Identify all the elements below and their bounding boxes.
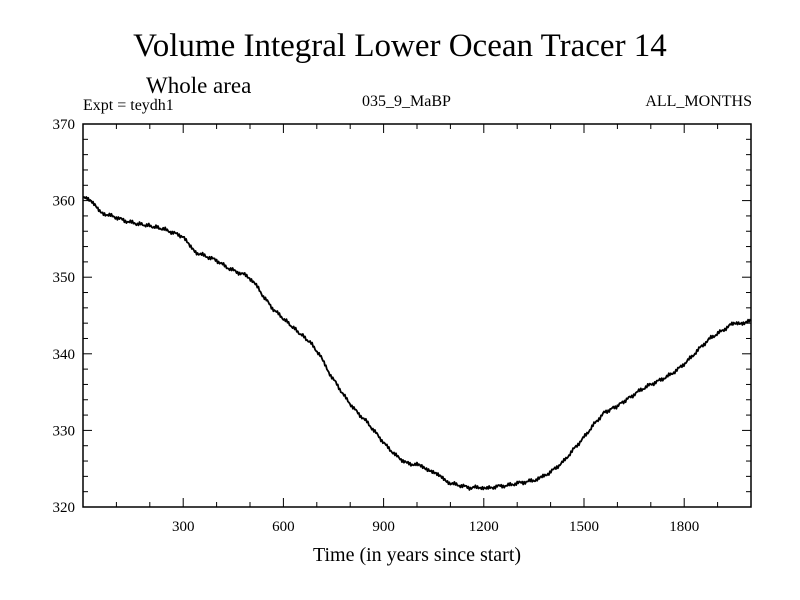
- x-tick-label: 1500: [569, 519, 599, 535]
- months-label: ALL_MONTHS: [645, 93, 752, 110]
- y-tick-label: 370: [53, 117, 76, 133]
- y-tick-label: 360: [53, 194, 76, 210]
- x-tick-label: 1800: [669, 519, 699, 535]
- chart-title: Volume Integral Lower Ocean Tracer 14: [133, 28, 667, 64]
- y-tick-label: 350: [53, 270, 76, 286]
- y-tick-label: 320: [53, 500, 76, 516]
- run-label: 035_9_MaBP: [362, 93, 451, 110]
- y-tick-label: 330: [53, 423, 76, 439]
- x-tick-label: 900: [372, 519, 395, 535]
- series-layer: [82, 196, 752, 491]
- series-line: [82, 196, 752, 491]
- y-tick-label: 340: [53, 347, 76, 363]
- x-tick-label: 300: [172, 519, 195, 535]
- x-tick-label: 1200: [469, 519, 499, 535]
- plot-frame: [82, 123, 752, 508]
- axis-ticks: [83, 124, 751, 507]
- chart-subtitle: Whole area: [146, 73, 252, 98]
- x-tick-label: 600: [272, 519, 295, 535]
- experiment-label: Expt = teydh1: [83, 97, 174, 114]
- tick-labels: 300 600 900 1200 1500 1800 320 330 340 350 360 370: [53, 117, 700, 535]
- x-axis-label: Time (in years since start): [313, 544, 521, 566]
